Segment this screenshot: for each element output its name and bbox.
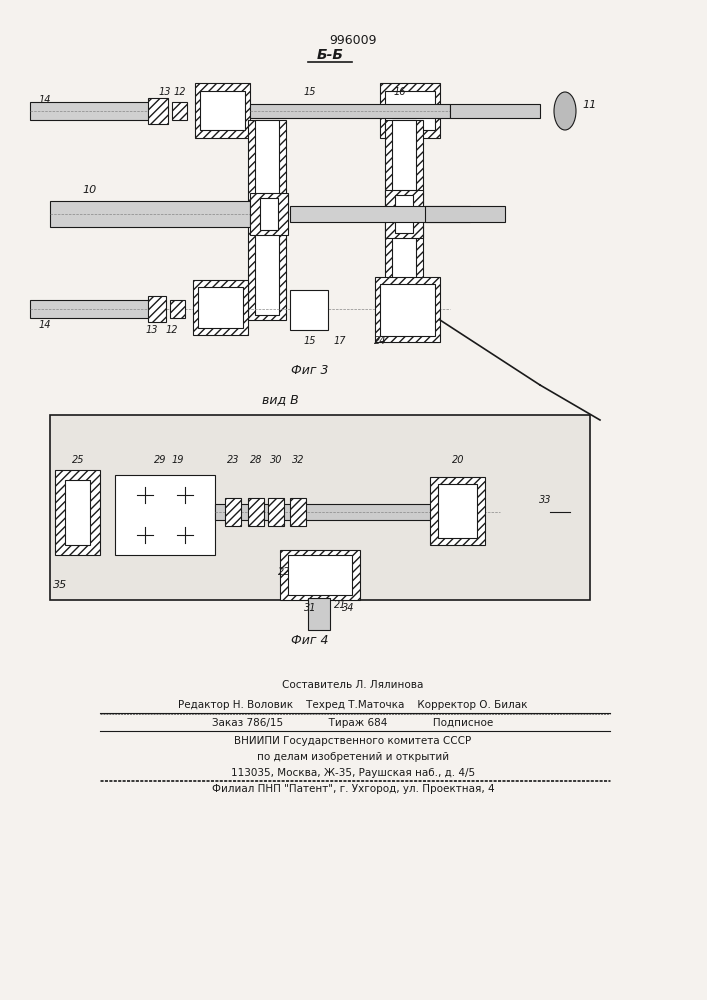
Text: 17: 17: [334, 336, 346, 346]
Bar: [55, 470, 100, 555]
Text: Редактор Н. Воловик    Техред Т.Маточка    Корректор О. Билак: Редактор Н. Воловик Техред Т.Маточка Кор…: [178, 700, 527, 710]
Circle shape: [490, 482, 550, 542]
Text: вид В: вид В: [262, 393, 298, 406]
Bar: [172, 102, 187, 120]
Text: 14: 14: [39, 95, 51, 105]
Bar: [215, 504, 465, 520]
Bar: [260, 198, 278, 230]
Text: 28: 28: [250, 455, 262, 465]
Bar: [385, 91, 435, 130]
Text: Фиг 3: Фиг 3: [291, 363, 329, 376]
Bar: [430, 477, 485, 545]
Bar: [380, 83, 440, 138]
Bar: [248, 120, 286, 320]
Text: Заказ 786/15              Тираж 684              Подписное: Заказ 786/15 Тираж 684 Подписное: [212, 718, 493, 728]
Bar: [290, 498, 306, 526]
Text: 19: 19: [172, 455, 185, 465]
Bar: [198, 287, 243, 328]
Bar: [450, 104, 540, 118]
Bar: [290, 290, 328, 330]
Text: 30: 30: [270, 455, 282, 465]
Bar: [148, 98, 168, 124]
Bar: [425, 206, 505, 222]
Bar: [30, 102, 150, 120]
Text: Составитель Л. Лялинова: Составитель Л. Лялинова: [282, 680, 423, 690]
Bar: [250, 104, 450, 118]
Text: 20: 20: [452, 455, 464, 465]
Bar: [148, 296, 166, 322]
Text: 23: 23: [227, 455, 239, 465]
Text: 113035, Москва, Ж-35, Раушская наб., д. 4/5: 113035, Москва, Ж-35, Раушская наб., д. …: [231, 768, 475, 778]
Text: ВНИИПИ Государственного комитета СССР: ВНИИПИ Государственного комитета СССР: [235, 736, 472, 746]
Bar: [375, 277, 440, 342]
Bar: [255, 120, 279, 315]
Text: Фиг 4: Фиг 4: [291, 634, 329, 647]
Bar: [193, 280, 248, 335]
Text: 33: 33: [539, 495, 551, 505]
Text: 35: 35: [53, 580, 67, 590]
Bar: [248, 498, 264, 526]
Text: 12: 12: [165, 325, 178, 335]
Text: 12: 12: [174, 87, 186, 97]
Ellipse shape: [554, 92, 576, 130]
Bar: [290, 206, 470, 222]
Text: 25: 25: [71, 455, 84, 465]
Bar: [195, 83, 250, 138]
Text: Филиал ПНП "Патент", г. Ухгород, ул. Проектная, 4: Филиал ПНП "Патент", г. Ухгород, ул. Про…: [211, 784, 494, 794]
Bar: [308, 598, 330, 630]
Bar: [385, 120, 423, 320]
Bar: [115, 475, 215, 555]
Text: 22: 22: [278, 567, 290, 577]
Text: 34: 34: [341, 603, 354, 613]
Text: Б-Б: Б-Б: [317, 48, 344, 62]
Bar: [385, 190, 423, 238]
Text: 15: 15: [304, 87, 316, 97]
Bar: [280, 550, 360, 600]
Text: 24: 24: [374, 336, 386, 346]
Bar: [250, 193, 288, 235]
Text: 996009: 996009: [329, 33, 377, 46]
Circle shape: [68, 480, 132, 544]
Bar: [50, 201, 250, 227]
Text: 31: 31: [304, 603, 316, 613]
Bar: [288, 555, 352, 595]
Text: 32: 32: [292, 455, 304, 465]
Circle shape: [294, 295, 324, 325]
Circle shape: [80, 492, 120, 532]
Text: 13: 13: [146, 325, 158, 335]
Text: 15: 15: [304, 336, 316, 346]
Bar: [380, 284, 435, 336]
Bar: [170, 300, 185, 318]
Text: 14: 14: [39, 320, 51, 330]
Circle shape: [502, 494, 538, 530]
Circle shape: [569, 506, 581, 518]
Bar: [200, 91, 245, 130]
Bar: [50, 415, 590, 600]
Bar: [395, 195, 413, 233]
Bar: [225, 498, 241, 526]
Bar: [65, 480, 90, 545]
Text: 10: 10: [83, 185, 97, 195]
Text: 29: 29: [153, 455, 166, 465]
Text: 21: 21: [334, 600, 346, 610]
Text: 16: 16: [394, 87, 407, 97]
Text: 11: 11: [583, 100, 597, 110]
Bar: [30, 300, 150, 318]
Bar: [268, 498, 284, 526]
Bar: [438, 484, 477, 538]
Text: 13: 13: [159, 87, 171, 97]
Bar: [392, 120, 416, 315]
Text: по делам изобретений и открытий: по делам изобретений и открытий: [257, 752, 449, 762]
